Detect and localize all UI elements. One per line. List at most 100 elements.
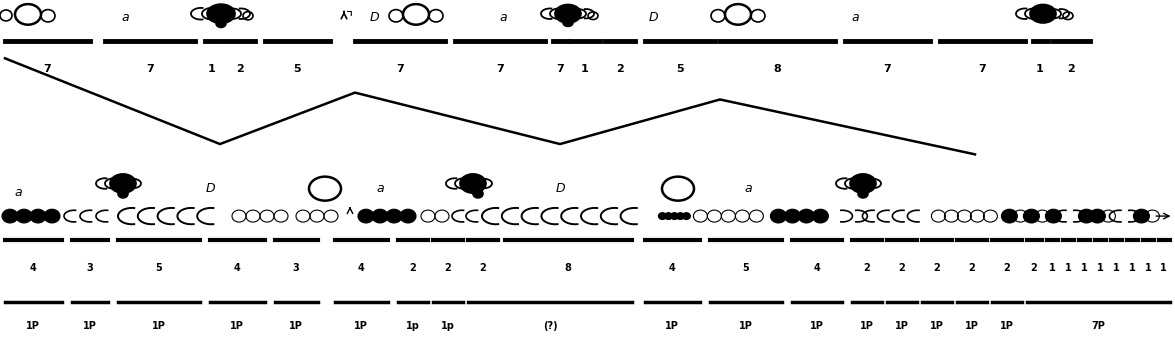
Text: a: a — [121, 11, 129, 24]
Text: 1: 1 — [1144, 262, 1152, 273]
Text: 1P: 1P — [895, 321, 909, 331]
Text: 2: 2 — [1067, 63, 1075, 74]
Text: 1P: 1P — [665, 321, 679, 331]
Text: 1: 1 — [1129, 262, 1135, 273]
Ellipse shape — [1046, 209, 1061, 223]
Ellipse shape — [785, 209, 800, 223]
Ellipse shape — [207, 4, 235, 23]
Ellipse shape — [16, 209, 32, 223]
Ellipse shape — [664, 213, 672, 220]
Text: 1P: 1P — [931, 321, 944, 331]
Text: 1p: 1p — [441, 321, 455, 331]
Text: 1: 1 — [208, 63, 216, 74]
Text: 1: 1 — [1096, 262, 1103, 273]
Text: D: D — [206, 182, 215, 195]
Text: 1P: 1P — [810, 321, 824, 331]
Text: 4: 4 — [813, 262, 820, 273]
Text: 7P: 7P — [1092, 321, 1104, 331]
Text: 2: 2 — [899, 262, 906, 273]
Text: 2: 2 — [1003, 262, 1010, 273]
Ellipse shape — [677, 213, 684, 220]
Ellipse shape — [1001, 209, 1018, 223]
Text: 3: 3 — [293, 262, 300, 273]
Text: 1P: 1P — [739, 321, 753, 331]
Ellipse shape — [118, 190, 128, 198]
Ellipse shape — [798, 209, 814, 223]
Text: 7: 7 — [884, 63, 891, 74]
Text: 1P: 1P — [230, 321, 244, 331]
Ellipse shape — [43, 209, 60, 223]
Ellipse shape — [474, 190, 483, 198]
Text: 5: 5 — [743, 262, 750, 273]
Text: 1P: 1P — [860, 321, 874, 331]
Ellipse shape — [812, 209, 828, 223]
Text: 2: 2 — [1030, 262, 1038, 273]
Ellipse shape — [1023, 209, 1040, 223]
Text: 2: 2 — [236, 63, 244, 74]
Text: 1P: 1P — [354, 321, 368, 331]
Text: 1: 1 — [1065, 262, 1072, 273]
Text: a: a — [851, 11, 859, 24]
Text: 8: 8 — [564, 262, 571, 273]
Text: 1P: 1P — [152, 321, 166, 331]
Text: 1: 1 — [1048, 262, 1055, 273]
Text: 1P: 1P — [83, 321, 96, 331]
Text: 2: 2 — [616, 63, 624, 74]
Text: 1p: 1p — [407, 321, 419, 331]
Ellipse shape — [387, 209, 402, 223]
Text: 7: 7 — [556, 63, 564, 74]
Text: 2: 2 — [864, 262, 871, 273]
Text: D: D — [555, 182, 565, 195]
Text: 3: 3 — [87, 262, 93, 273]
Text: 4: 4 — [669, 262, 676, 273]
Text: 4: 4 — [29, 262, 36, 273]
Text: 1: 1 — [1160, 262, 1167, 273]
Text: 2: 2 — [479, 262, 486, 273]
Ellipse shape — [400, 209, 416, 223]
Text: a: a — [14, 186, 22, 199]
Ellipse shape — [216, 19, 226, 27]
Text: D: D — [649, 11, 658, 24]
Ellipse shape — [771, 209, 786, 223]
Text: D: D — [369, 11, 378, 24]
Text: 2: 2 — [934, 262, 940, 273]
Text: 1: 1 — [1081, 262, 1087, 273]
Text: 1: 1 — [1113, 262, 1120, 273]
Ellipse shape — [2, 209, 18, 223]
Text: 5: 5 — [155, 262, 162, 273]
Ellipse shape — [1089, 209, 1106, 223]
Text: 5: 5 — [676, 63, 684, 74]
Text: 2: 2 — [410, 262, 416, 273]
Ellipse shape — [110, 174, 136, 193]
Ellipse shape — [1134, 209, 1149, 223]
Text: 1: 1 — [1036, 63, 1043, 74]
Text: 4: 4 — [357, 262, 364, 273]
Text: 5: 5 — [294, 63, 301, 74]
Ellipse shape — [31, 209, 46, 223]
Text: (?): (?) — [543, 321, 557, 331]
Text: 7: 7 — [43, 63, 51, 74]
Text: a: a — [376, 182, 384, 195]
Text: 7: 7 — [146, 63, 154, 74]
Text: 4: 4 — [234, 262, 241, 273]
Text: 1P: 1P — [1000, 321, 1014, 331]
Ellipse shape — [1079, 209, 1094, 223]
Ellipse shape — [372, 209, 388, 223]
Ellipse shape — [358, 209, 374, 223]
Text: 1P: 1P — [26, 321, 40, 331]
Ellipse shape — [683, 213, 691, 220]
Ellipse shape — [858, 190, 868, 198]
Text: a: a — [744, 182, 752, 195]
Text: 2: 2 — [444, 262, 451, 273]
Ellipse shape — [671, 213, 678, 220]
Text: 1P: 1P — [965, 321, 979, 331]
Ellipse shape — [459, 174, 486, 193]
Ellipse shape — [555, 4, 580, 23]
Text: 1P: 1P — [289, 321, 303, 331]
Text: 1: 1 — [582, 63, 589, 74]
Ellipse shape — [850, 174, 877, 193]
Ellipse shape — [658, 213, 666, 220]
Text: 7: 7 — [496, 63, 504, 74]
Ellipse shape — [1030, 4, 1056, 23]
Ellipse shape — [563, 19, 573, 26]
